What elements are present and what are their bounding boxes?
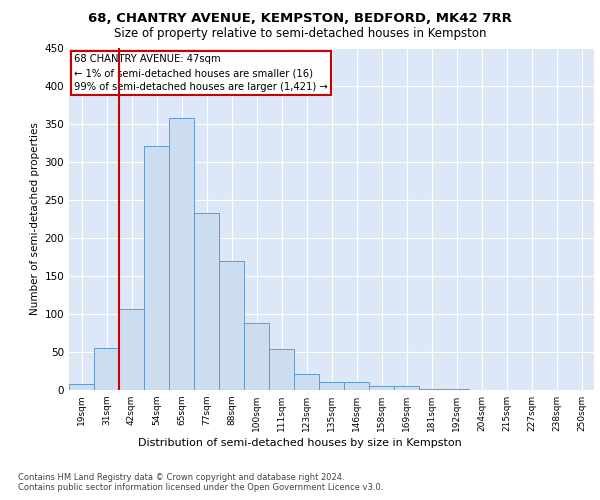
- Bar: [144, 146, 169, 390]
- Bar: [219, 260, 244, 390]
- Bar: [444, 389, 469, 390]
- Bar: [269, 349, 294, 390]
- Text: Size of property relative to semi-detached houses in Kempston: Size of property relative to semi-detach…: [114, 28, 486, 40]
- Bar: [69, 384, 94, 390]
- Bar: [319, 382, 344, 390]
- Bar: [244, 323, 269, 390]
- Bar: [169, 118, 194, 390]
- Bar: [94, 348, 119, 390]
- Text: Distribution of semi-detached houses by size in Kempston: Distribution of semi-detached houses by …: [138, 438, 462, 448]
- Bar: [419, 389, 444, 390]
- Y-axis label: Number of semi-detached properties: Number of semi-detached properties: [30, 122, 40, 315]
- Text: Contains public sector information licensed under the Open Government Licence v3: Contains public sector information licen…: [18, 484, 383, 492]
- Text: 68 CHANTRY AVENUE: 47sqm
← 1% of semi-detached houses are smaller (16)
99% of se: 68 CHANTRY AVENUE: 47sqm ← 1% of semi-de…: [74, 54, 328, 92]
- Bar: [119, 308, 144, 390]
- Text: 68, CHANTRY AVENUE, KEMPSTON, BEDFORD, MK42 7RR: 68, CHANTRY AVENUE, KEMPSTON, BEDFORD, M…: [88, 12, 512, 26]
- Bar: [344, 382, 369, 390]
- Bar: [194, 214, 219, 390]
- Text: Contains HM Land Registry data © Crown copyright and database right 2024.: Contains HM Land Registry data © Crown c…: [18, 472, 344, 482]
- Bar: [369, 386, 394, 390]
- Bar: [394, 386, 419, 390]
- Bar: [294, 374, 319, 390]
